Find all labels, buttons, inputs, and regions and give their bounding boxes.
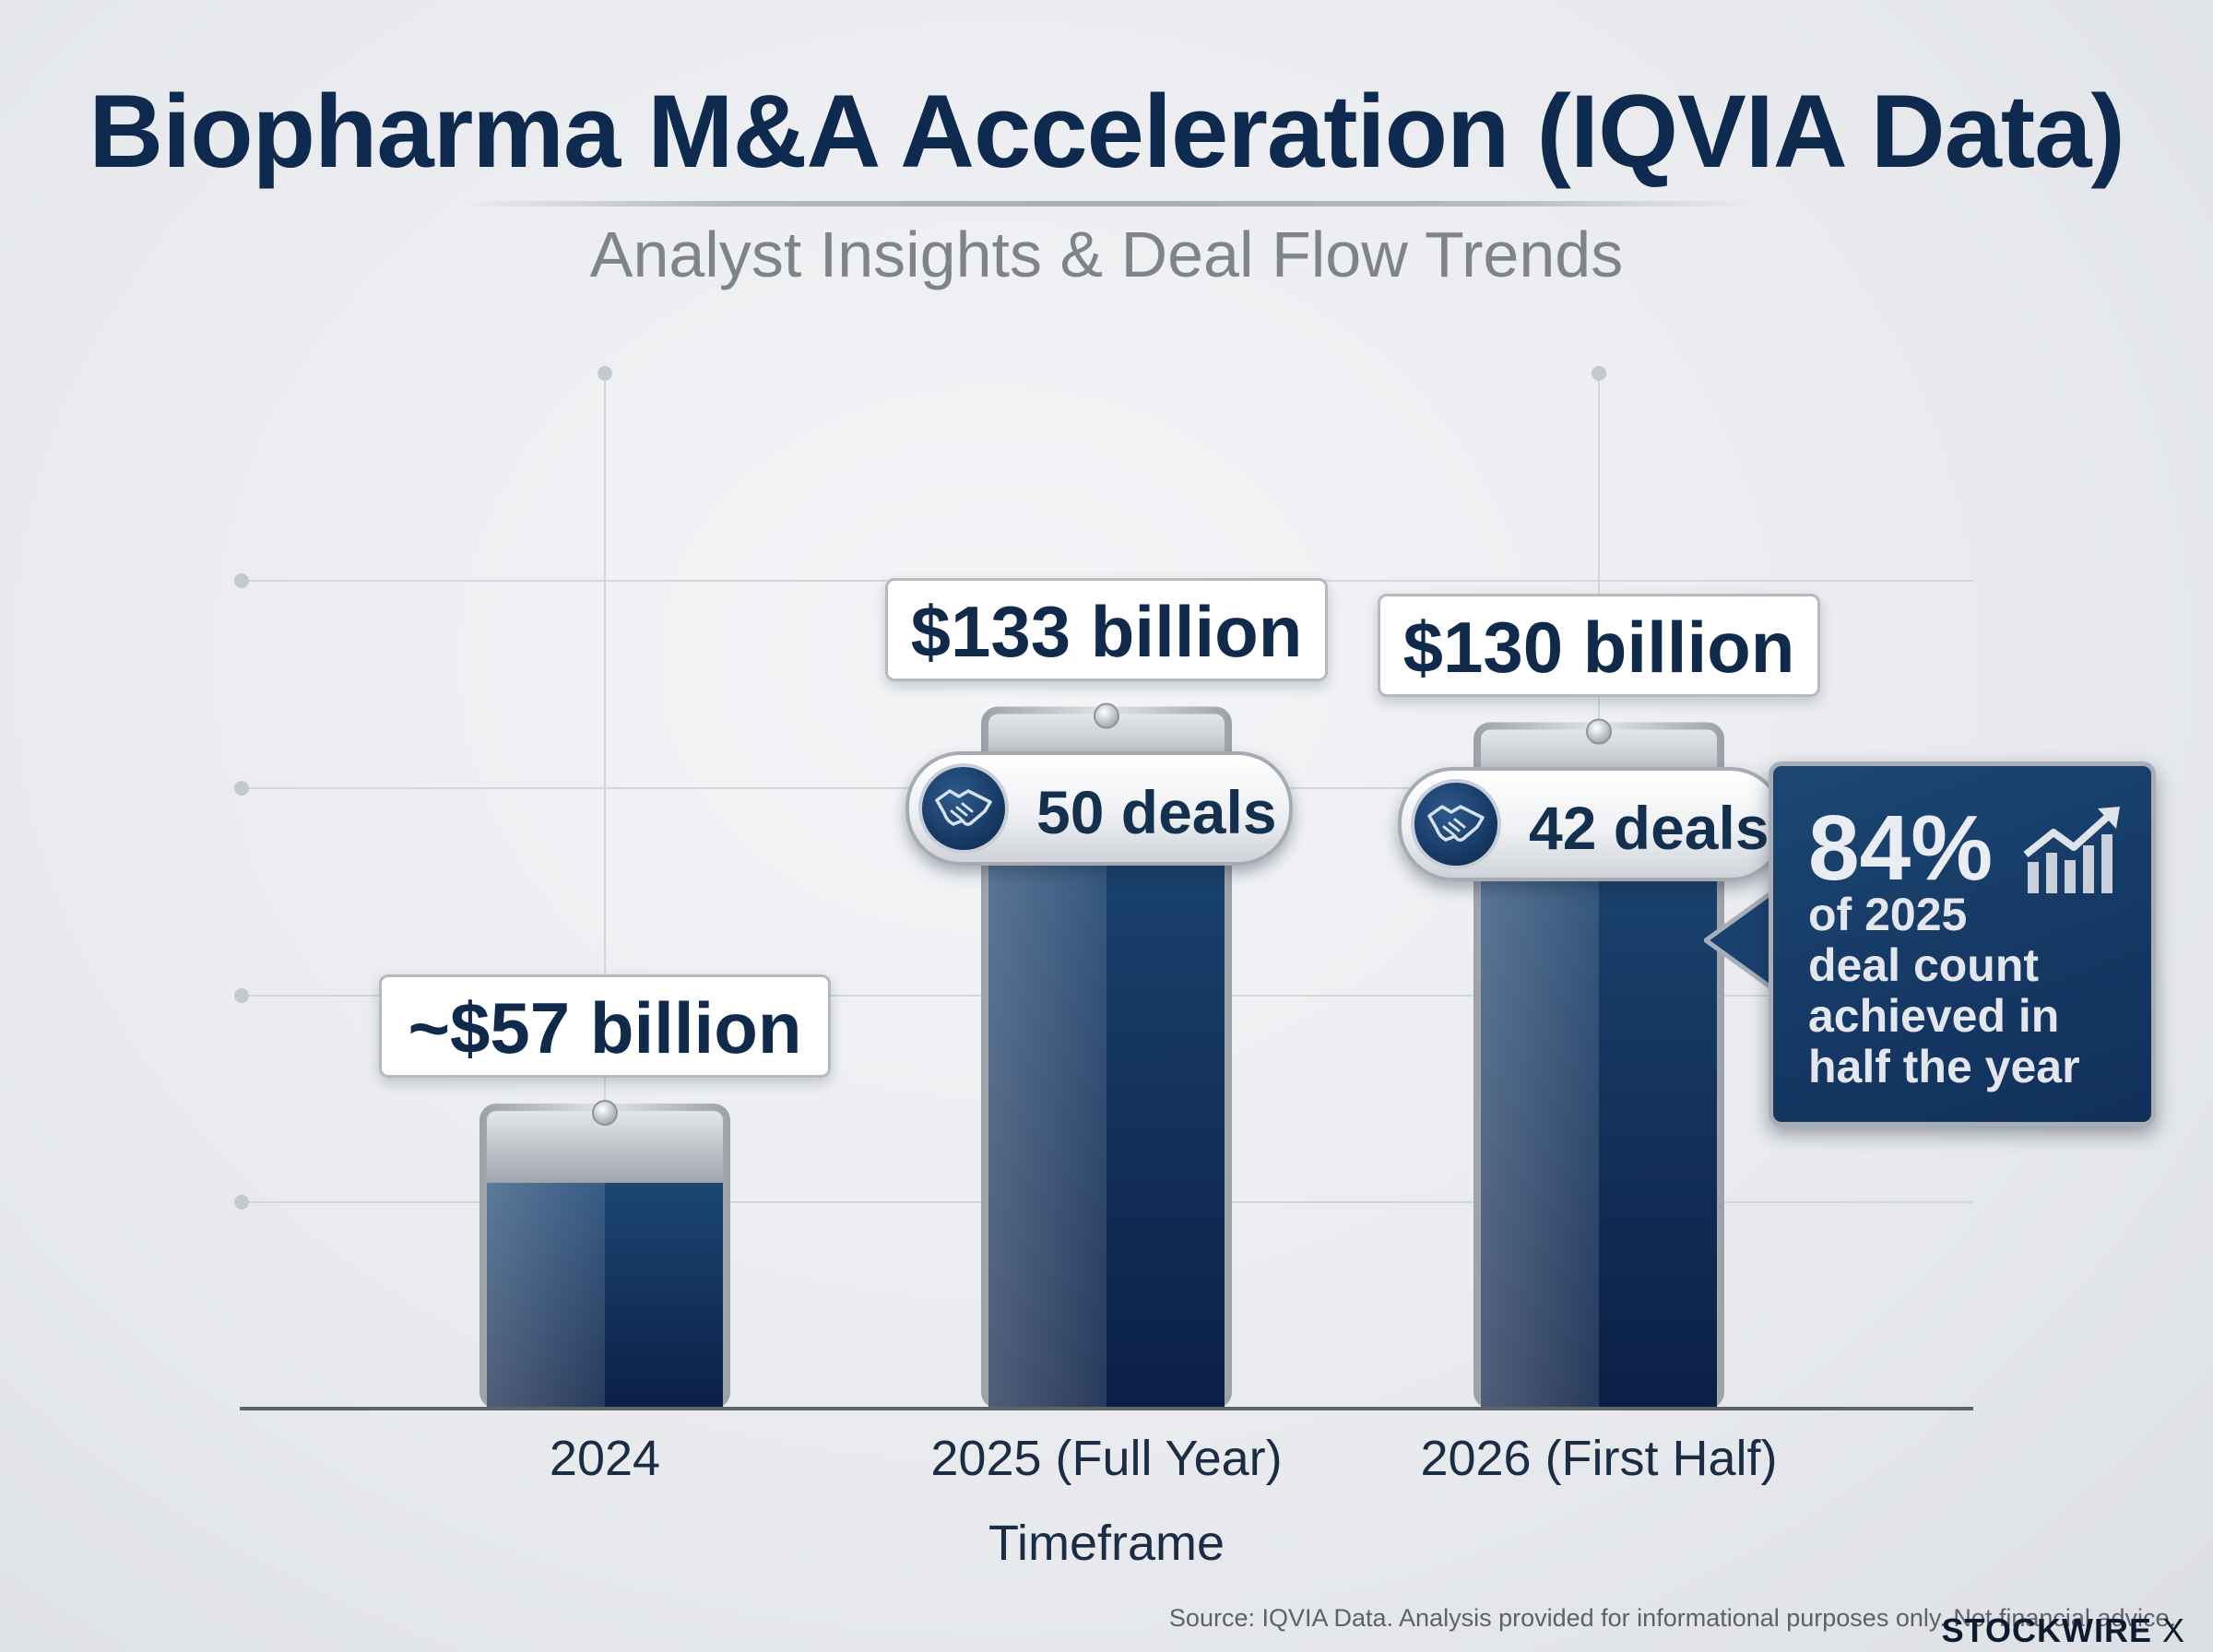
- deal-count-callout: 84% of 2025 deal count achieved in half …: [1769, 761, 2156, 1127]
- axes: 2024 2025 (Full Year) 2026 (First Half) Tim…: [240, 1407, 1973, 1571]
- callout-text: of 2025 deal count achieved in half the …: [1808, 890, 2140, 1092]
- handshake-icon-badge: [918, 762, 1009, 854]
- title-divider: [461, 201, 1752, 206]
- chart-subtitle: Analyst Insights & Deal Flow Trends: [589, 218, 1624, 290]
- callout-pointer: [1704, 885, 1778, 996]
- value-label: $133 billion: [885, 577, 1328, 681]
- deal-count-label: 50 deals: [1036, 777, 1277, 846]
- bar-knob: [1586, 718, 1612, 745]
- brand-mark: X: [2161, 1611, 2185, 1649]
- bar-cap: [487, 1111, 723, 1187]
- chart-title: Biopharma M&A Acceleration (IQVIA Data): [89, 74, 2125, 189]
- callout-percent: 84%: [1808, 796, 1994, 900]
- bar: [1473, 718, 1724, 1409]
- gridline-dot: [234, 573, 249, 588]
- value-label: $130 billion: [1378, 593, 1820, 697]
- source-note: Source: IQVIA Data. Analysis provided fo…: [1168, 1604, 2176, 1632]
- x-tick-label: 2024: [550, 1431, 660, 1486]
- callout-line: of 2025: [1808, 889, 1968, 940]
- deal-count-label: 42 deals: [1529, 793, 1769, 862]
- x-tick-label: 2026 (First Half): [1420, 1431, 1777, 1486]
- value-label: ~$57 billion: [379, 974, 831, 1079]
- deal-count-pill: 50 deals: [905, 750, 1293, 866]
- gridline-dot: [234, 988, 249, 1003]
- handshake-icon-badge: [1411, 778, 1501, 869]
- bar-sheen: [1481, 801, 1599, 1409]
- handshake-icon: [935, 788, 992, 826]
- gridline-dot: [234, 1195, 249, 1210]
- trend-up-icon: [2023, 807, 2120, 893]
- bar-sheen: [487, 1183, 605, 1409]
- bar: [479, 1100, 730, 1409]
- x-axis-label: Timeframe: [988, 1516, 1225, 1571]
- gridline-dot: [1592, 366, 1606, 381]
- callout-line: achieved in: [1808, 990, 2060, 1042]
- deal-count-pill: 42 deals: [1398, 766, 1785, 881]
- callout-line: half the year: [1808, 1041, 2080, 1092]
- bar-knob: [1094, 702, 1119, 729]
- gridline-dot: [598, 366, 612, 381]
- handshake-icon: [1427, 804, 1485, 842]
- x-tick-label: 2025 (Full Year): [930, 1431, 1282, 1486]
- brand-logo: STOCKWIRE X: [1942, 1611, 2185, 1650]
- bar-knob: [592, 1100, 618, 1127]
- bar-sheen: [988, 785, 1106, 1409]
- gridline-dot: [234, 781, 249, 796]
- brand-name: STOCKWIRE: [1941, 1611, 2152, 1649]
- callout-line: deal count: [1808, 939, 2040, 991]
